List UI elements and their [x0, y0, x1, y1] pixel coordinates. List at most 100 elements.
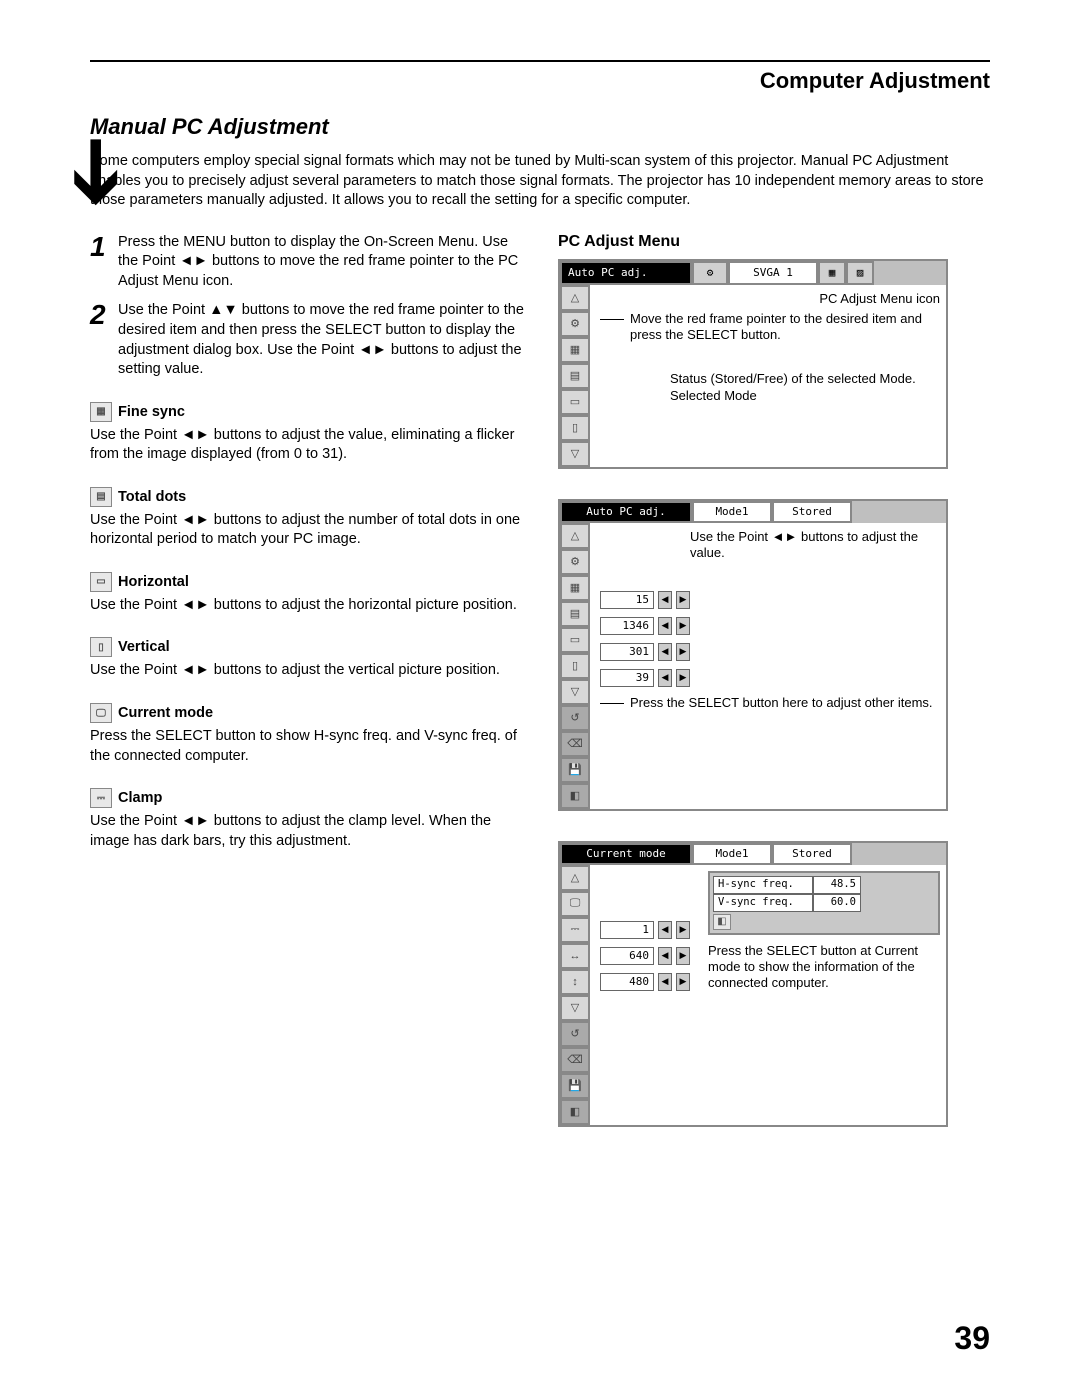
- fine-sync-icon: ▦: [560, 575, 590, 601]
- pc-adjust-menu-title: PC Adjust Menu: [558, 233, 978, 251]
- current-mode-icon: 🖵: [90, 703, 112, 723]
- increase-icon: ▶: [676, 591, 690, 609]
- feature-vertical: ▯ Vertical Use the Point ◄► buttons to a…: [90, 637, 530, 681]
- scroll-down-icon: ▽: [560, 995, 590, 1021]
- feature-fine-sync: ▦ Fine sync Use the Point ◄► buttons to …: [90, 402, 530, 465]
- feature-current-mode: 🖵 Current mode Press the SELECT button t…: [90, 703, 530, 766]
- increase-icon: ▶: [676, 643, 690, 661]
- clamp-icon: ⎓: [90, 788, 112, 808]
- hsync-label: H-sync freq.: [713, 876, 813, 894]
- reset-icon: ↺: [560, 705, 590, 731]
- callout-current-mode-info: Press the SELECT button at Current mode …: [708, 943, 940, 992]
- auto-pc-icon: ⚙: [560, 311, 590, 337]
- reset-icon: ↺: [560, 1021, 590, 1047]
- increase-icon: ▶: [676, 947, 690, 965]
- feature-desc: Use the Point ◄► buttons to adjust the v…: [90, 661, 530, 681]
- value-row: 39 ◀ ▶: [600, 665, 940, 691]
- step-text: Press the MENU button to display the On-…: [118, 233, 530, 292]
- feature-desc: Press the SELECT button to show H-sync f…: [90, 727, 530, 766]
- scroll-up-icon: △: [560, 865, 590, 891]
- feature-desc: Use the Point ◄► buttons to adjust the n…: [90, 511, 530, 550]
- quit-icon: ◧: [560, 1099, 590, 1125]
- decrease-icon: ◀: [658, 947, 672, 965]
- feature-desc: Use the Point ◄► buttons to adjust the h…: [90, 596, 530, 616]
- pc-adjust-icon-label: PC Adjust Menu icon: [600, 291, 940, 307]
- value-row: 640 ◀ ▶: [600, 943, 690, 969]
- total-dots-icon: ▤: [90, 487, 112, 507]
- free-icon: ⌫: [560, 731, 590, 757]
- horizontal-icon: ▭: [90, 572, 112, 592]
- osd-panel-1: Auto PC adj. ⚙ SVGA 1 ▦ ▨ △ ⚙ ▦ ▤ ▭ ▯ ▽: [558, 259, 948, 469]
- decrease-icon: ◀: [658, 921, 672, 939]
- callout-move-pointer: Move the red frame pointer to the desire…: [630, 311, 940, 344]
- value-box: 301: [600, 643, 654, 661]
- increase-icon: ▶: [676, 921, 690, 939]
- horizontal-icon: ▭: [560, 627, 590, 653]
- vertical-icon: ▯: [560, 415, 590, 441]
- value-row: 480 ◀ ▶: [600, 969, 690, 995]
- feature-desc: Use the Point ◄► buttons to adjust the c…: [90, 812, 530, 851]
- clamp-icon: ⎓: [560, 917, 590, 943]
- fine-sync-icon: ▦: [560, 337, 590, 363]
- current-mode-icon: 🖵: [560, 891, 590, 917]
- feature-label: Total dots: [118, 489, 186, 505]
- callout-adjust-value: Use the Point ◄► buttons to adjust the v…: [690, 529, 940, 562]
- intro-paragraph: Some computers employ special signal for…: [90, 152, 990, 211]
- value-box: 15: [600, 591, 654, 609]
- value-box: 1: [600, 921, 654, 939]
- increase-icon: ▶: [676, 669, 690, 687]
- page-number: 39: [954, 1320, 990, 1357]
- value-box: 1346: [600, 617, 654, 635]
- total-dots-icon: ▤: [560, 601, 590, 627]
- callout-other-items: Press the SELECT button here to adjust o…: [630, 695, 933, 711]
- callout-status: Status (Stored/Free) of the selected Mod…: [670, 371, 940, 387]
- step-number: 2: [90, 301, 118, 379]
- osd-top-label: Current mode: [560, 843, 692, 865]
- vsync-value: 60.0: [813, 894, 861, 912]
- feature-total-dots: ▤ Total dots Use the Point ◄► buttons to…: [90, 487, 530, 550]
- quit-icon: ◧: [713, 914, 731, 930]
- feature-label: Current mode: [118, 705, 213, 721]
- stored-label: Stored: [772, 501, 852, 523]
- store-icon: 💾: [560, 757, 590, 783]
- value-box: 480: [600, 973, 654, 991]
- increase-icon: ▶: [676, 973, 690, 991]
- feature-label: Fine sync: [118, 404, 185, 420]
- increase-icon: ▶: [676, 617, 690, 635]
- quit-icon: ◧: [560, 783, 590, 809]
- display-area-h-icon: ↔: [560, 943, 590, 969]
- feature-desc: Use the Point ◄► buttons to adjust the v…: [90, 426, 530, 465]
- osd-top-icon: ▨: [846, 261, 874, 285]
- free-icon: ⌫: [560, 1047, 590, 1073]
- sync-freq-box: H-sync freq. 48.5 V-sync freq. 60.0 ◧: [708, 871, 940, 935]
- step-text: Use the Point ▲▼ buttons to move the red…: [118, 301, 530, 379]
- feature-label: Clamp: [118, 790, 162, 806]
- value-box: 39: [600, 669, 654, 687]
- scroll-down-icon: ▽: [560, 679, 590, 705]
- decrease-icon: ◀: [658, 617, 672, 635]
- osd-top-icon: ▦: [818, 261, 846, 285]
- hsync-value: 48.5: [813, 876, 861, 894]
- value-box: 640: [600, 947, 654, 965]
- store-icon: 💾: [560, 1073, 590, 1099]
- auto-pc-icon: ⚙: [560, 549, 590, 575]
- vsync-label: V-sync freq.: [713, 894, 813, 912]
- section-title: Manual PC Adjustment: [90, 114, 990, 140]
- decrease-icon: ◀: [658, 643, 672, 661]
- osd-panel-2: Auto PC adj. Mode1 Stored △ ⚙ ▦ ▤ ▭ ▯ ▽ …: [558, 499, 948, 811]
- vertical-icon: ▯: [560, 653, 590, 679]
- value-row: 1 ◀ ▶: [600, 917, 690, 943]
- decrease-icon: ◀: [658, 973, 672, 991]
- mode-label: Mode1: [692, 501, 772, 523]
- feature-horizontal: ▭ Horizontal Use the Point ◄► buttons to…: [90, 572, 530, 616]
- value-row: 15 ◀ ▶: [600, 587, 940, 613]
- osd-top-label: Auto PC adj.: [560, 261, 692, 285]
- osd-top-label: Auto PC adj.: [560, 501, 692, 523]
- osd-top-icon: ⚙: [692, 261, 728, 285]
- fine-sync-icon: ▦: [90, 402, 112, 422]
- value-row: 301 ◀ ▶: [600, 639, 940, 665]
- scroll-up-icon: △: [560, 285, 590, 311]
- scroll-up-icon: △: [560, 523, 590, 549]
- step-2: 2 Use the Point ▲▼ buttons to move the r…: [90, 301, 530, 379]
- callout-selected-mode: Selected Mode: [670, 388, 940, 404]
